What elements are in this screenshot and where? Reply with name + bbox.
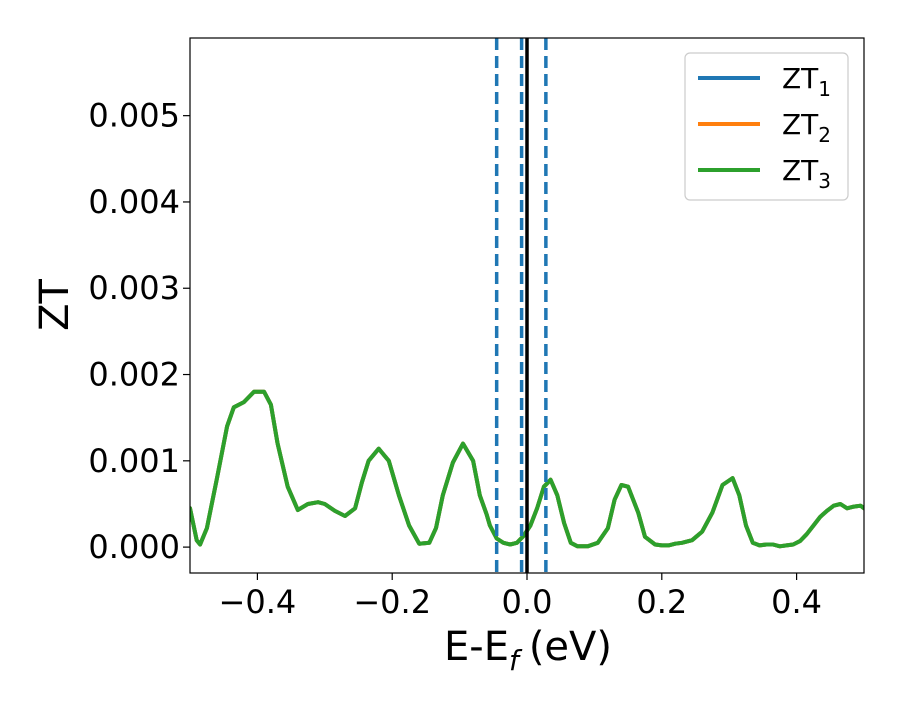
x-axis: −0.4 −0.2 0.0 0.2 0.4 bbox=[219, 573, 822, 621]
y-tick-label: 0.004 bbox=[88, 183, 180, 221]
y-tick-label: 0.003 bbox=[88, 269, 180, 307]
legend: ZT1 ZT2 ZT3 bbox=[684, 52, 849, 201]
legend-box bbox=[684, 52, 849, 201]
x-axis-label-main: E-E bbox=[444, 624, 509, 670]
y-tick-label: 0.001 bbox=[88, 442, 180, 480]
series-line-zt3 bbox=[190, 389, 864, 549]
x-tick-label: 0.4 bbox=[771, 583, 822, 621]
y-tick-label: 0.005 bbox=[88, 97, 180, 135]
y-axis-title: ZT bbox=[32, 279, 78, 331]
plot-content bbox=[190, 38, 864, 573]
y-tick-label: 0.000 bbox=[88, 528, 180, 566]
x-tick-label: 0.0 bbox=[502, 583, 553, 621]
x-axis-label-subscript: f bbox=[509, 644, 523, 677]
x-tick-label: 0.2 bbox=[636, 583, 687, 621]
y-axis: 0.000 0.001 0.002 0.003 0.004 0.005 bbox=[88, 97, 190, 566]
legend-label-zt3: ZT3 bbox=[782, 154, 831, 193]
x-tick-label: −0.2 bbox=[353, 583, 431, 621]
legend-label-zt2: ZT2 bbox=[782, 108, 831, 147]
x-axis-label-unit: (eV) bbox=[529, 624, 612, 670]
y-tick-label: 0.002 bbox=[88, 356, 180, 394]
legend-label-zt1: ZT1 bbox=[782, 62, 831, 101]
x-tick-label: −0.4 bbox=[219, 583, 297, 621]
x-axis-title: E-Ef (eV) bbox=[444, 624, 612, 677]
